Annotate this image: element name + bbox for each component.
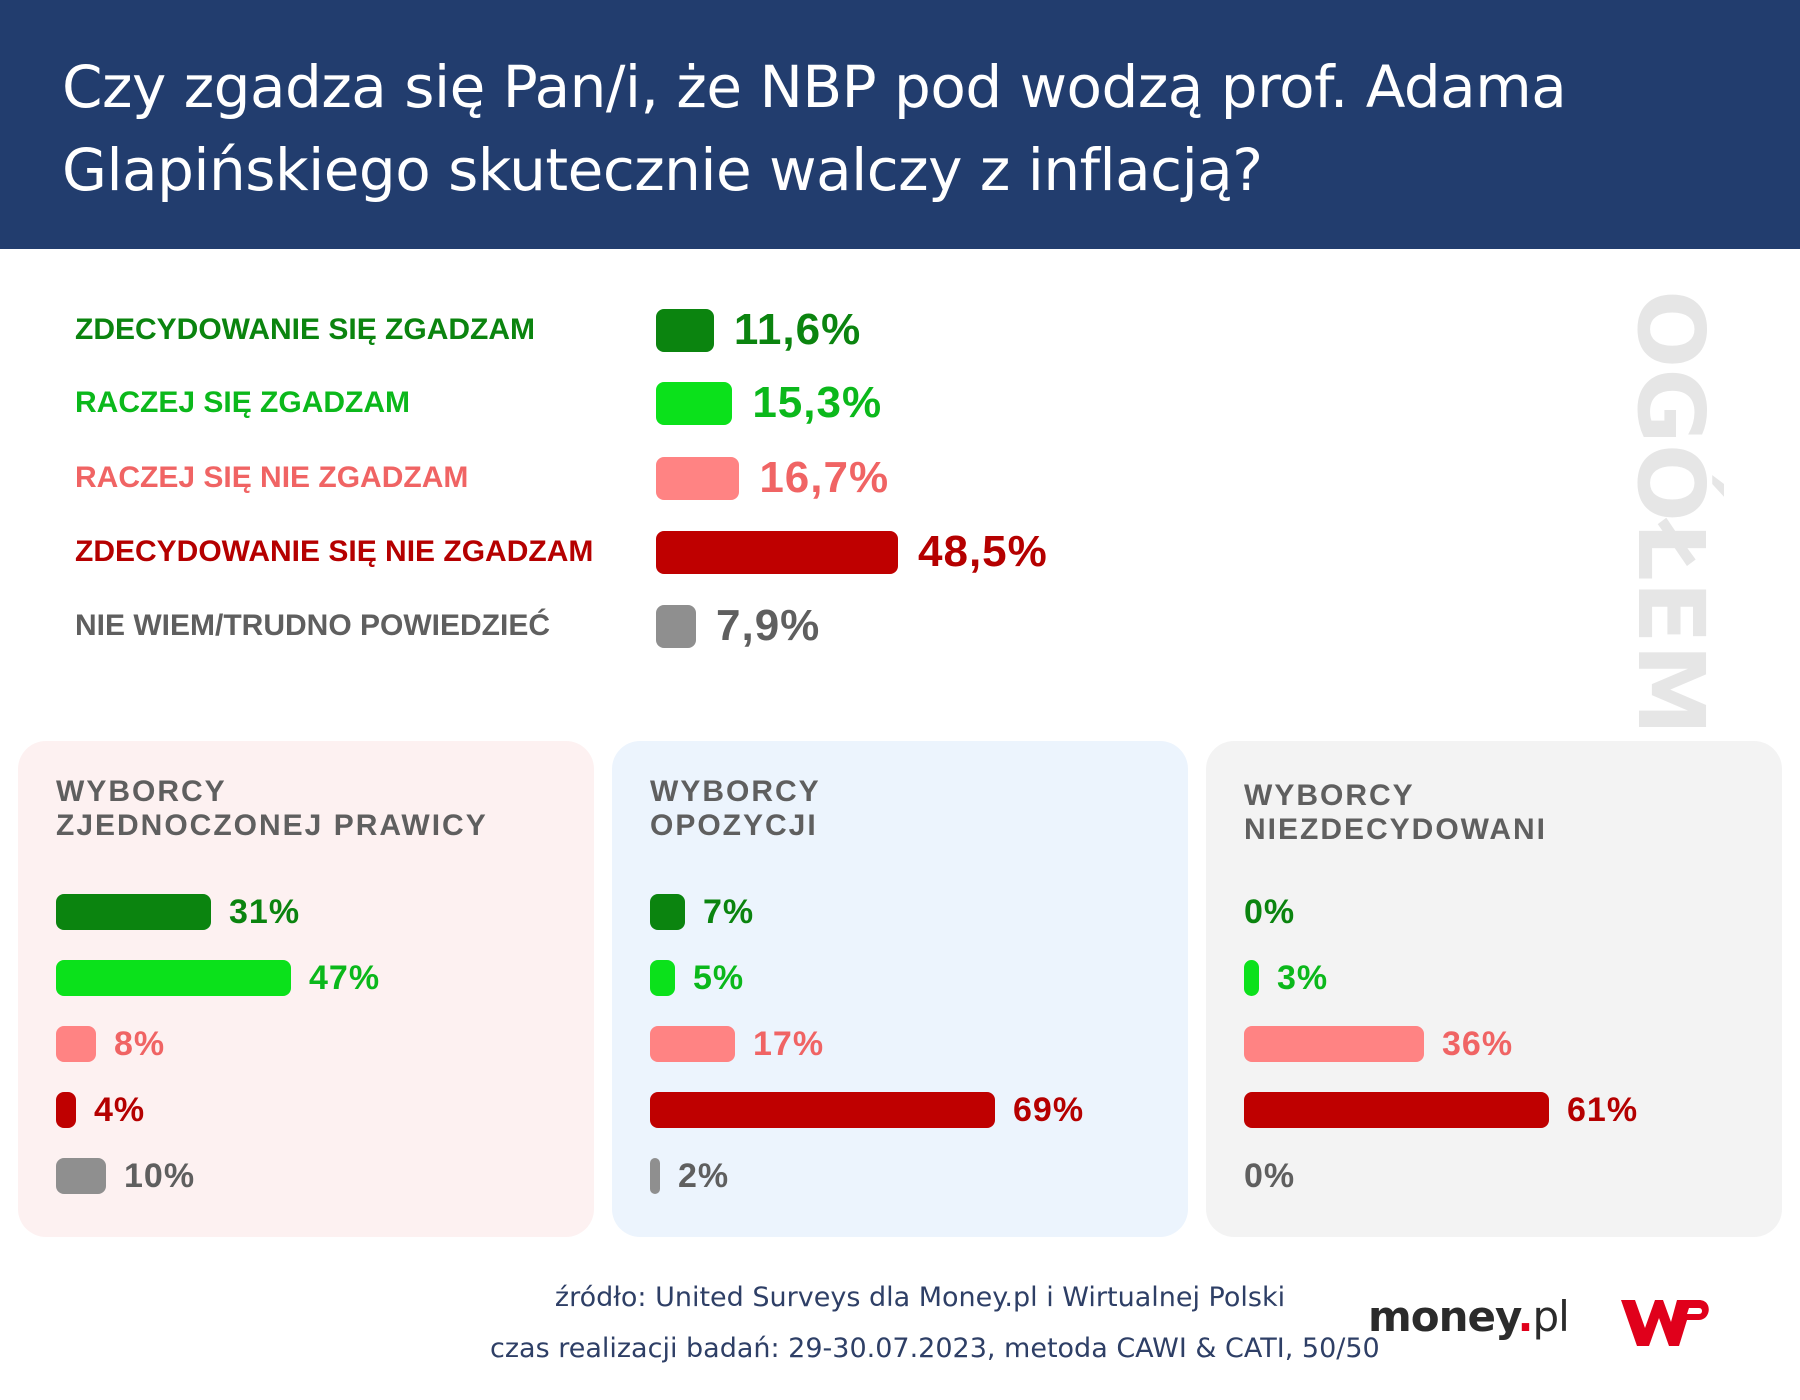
header-banner: Czy zgadza się Pan/i, że NBP pod wodzą p…: [0, 0, 1800, 249]
panel-bar: [650, 894, 685, 930]
main-chart-row: RACZEJ SIĘ NIE ZGADZAM 16,7%: [0, 448, 1600, 508]
main-chart-value-label: 7,9%: [716, 601, 821, 650]
panel-bar-row: 3%: [1244, 953, 1764, 1003]
panel-bar-row: 31%: [56, 887, 576, 937]
panel-title: WYBORCY NIEZDECYDOWANI: [1244, 779, 1764, 847]
panel-bar-row: 2%: [650, 1151, 1170, 1201]
main-chart-category-label: RACZEJ SIĘ NIE ZGADZAM: [75, 461, 469, 494]
panel-value-label: 0%: [1244, 1157, 1296, 1195]
panel-bar: [56, 1026, 96, 1062]
panel-title-line: OPOZYCJI: [650, 809, 818, 842]
panel-title: WYBORCY OPOZYCJI: [650, 775, 1170, 843]
panel-zjednoczona-prawica: WYBORCY ZJEDNOCZONEJ PRAWICY 31% 47% 8% 4% 10%: [18, 741, 594, 1237]
panel-bar-row: 0%: [1244, 1151, 1764, 1201]
main-chart-row: RACZEJ SIĘ ZGADZAM 15,3%: [0, 373, 1600, 433]
panel-bar: [650, 1026, 735, 1062]
panel-title-line: WYBORCY: [1244, 779, 1415, 812]
wp-logo-mark: [1621, 1300, 1709, 1346]
panel-bar: [56, 894, 211, 930]
panel-value-label: 3%: [1277, 959, 1329, 997]
panel-bar: [1244, 1026, 1424, 1062]
panel-bar: [56, 960, 291, 996]
panel-value-label: 31%: [229, 893, 301, 931]
method-note: czas realizacji badań: 29-30.07.2023, me…: [490, 1333, 1380, 1364]
panel-bar: [56, 1158, 106, 1194]
panel-value-label: 17%: [753, 1025, 825, 1063]
main-chart-row: ZDECYDOWANIE SIĘ NIE ZGADZAM 48,5%: [0, 522, 1600, 582]
panel-title: WYBORCY ZJEDNOCZONEJ PRAWICY: [56, 775, 576, 843]
side-label-ogolem: OGÓŁEM: [1617, 290, 1724, 736]
panel-bar-row: 69%: [650, 1085, 1170, 1135]
main-chart-value-label: 11,6%: [733, 305, 862, 354]
main-chart-category-label: NIE WIEM/TRUDNO POWIEDZIEĆ: [75, 609, 550, 642]
panel-value-label: 61%: [1567, 1091, 1639, 1129]
panel-value-label: 10%: [124, 1157, 196, 1195]
panel-niezdecydowani: WYBORCY NIEZDECYDOWANI 0% 3% 36% 61% 0%: [1206, 741, 1782, 1237]
panel-bar-row: 7%: [650, 887, 1170, 937]
panel-bar: [650, 960, 675, 996]
panel-bar: [56, 1092, 76, 1128]
panel-title-line: NIEZDECYDOWANI: [1244, 813, 1548, 846]
main-chart-value-label: 16,7%: [759, 453, 890, 502]
panel-bar-row: 5%: [650, 953, 1170, 1003]
panel-value-label: 2%: [678, 1157, 730, 1195]
main-chart-value-label: 15,3%: [752, 378, 883, 427]
main-chart-bar: [656, 309, 714, 352]
panel-value-label: 69%: [1013, 1091, 1085, 1129]
panel-bar-row: 4%: [56, 1085, 576, 1135]
main-chart-row: ZDECYDOWANIE SIĘ ZGADZAM 11,6%: [0, 300, 1600, 360]
main-chart-category-label: ZDECYDOWANIE SIĘ NIE ZGADZAM: [75, 535, 594, 568]
panel-bar-row: 17%: [650, 1019, 1170, 1069]
main-chart-bar: [656, 531, 898, 574]
wp-logo: [1621, 1300, 1709, 1346]
main-chart-row: NIE WIEM/TRUDNO POWIEDZIEĆ 7,9%: [0, 596, 1600, 656]
main-chart-category-label: ZDECYDOWANIE SIĘ ZGADZAM: [75, 313, 536, 346]
panel-bar-row: 8%: [56, 1019, 576, 1069]
main-chart-bar: [656, 605, 696, 648]
main-chart-bar: [656, 457, 740, 500]
panel-bar-row: 36%: [1244, 1019, 1764, 1069]
panel-title-line: ZJEDNOCZONEJ PRAWICY: [56, 809, 488, 842]
panel-bar-row: 61%: [1244, 1085, 1764, 1135]
panel-value-label: 5%: [693, 959, 745, 997]
panel-value-label: 0%: [1244, 893, 1296, 931]
panel-bar-row: 0%: [1244, 887, 1764, 937]
source-note: źródło: United Surveys dla Money.pl i Wi…: [554, 1282, 1286, 1313]
money-pl-logo: money.pl: [1368, 1292, 1570, 1341]
panel-value-label: 36%: [1442, 1025, 1514, 1063]
panel-bar: [1244, 960, 1259, 996]
page-title: Czy zgadza się Pan/i, że NBP pod wodzą p…: [62, 53, 1567, 204]
panel-value-label: 7%: [703, 893, 755, 931]
panel-bar: [650, 1158, 660, 1194]
panel-value-label: 4%: [94, 1091, 146, 1129]
panel-value-label: 8%: [114, 1025, 166, 1063]
panel-bar-row: 47%: [56, 953, 576, 1003]
panel-opozycja: WYBORCY OPOZYCJI 7% 5% 17% 69% 2%: [612, 741, 1188, 1237]
main-chart-bar: [656, 382, 733, 425]
panel-bar-row: 10%: [56, 1151, 576, 1201]
panel-bar: [1244, 1092, 1549, 1128]
main-chart-value-label: 48,5%: [918, 527, 1048, 576]
panel-title-line: WYBORCY: [650, 775, 821, 808]
main-chart-category-label: RACZEJ SIĘ ZGADZAM: [75, 386, 411, 419]
panel-value-label: 47%: [309, 959, 381, 997]
panel-bar: [650, 1092, 995, 1128]
panel-title-line: WYBORCY: [56, 775, 227, 808]
